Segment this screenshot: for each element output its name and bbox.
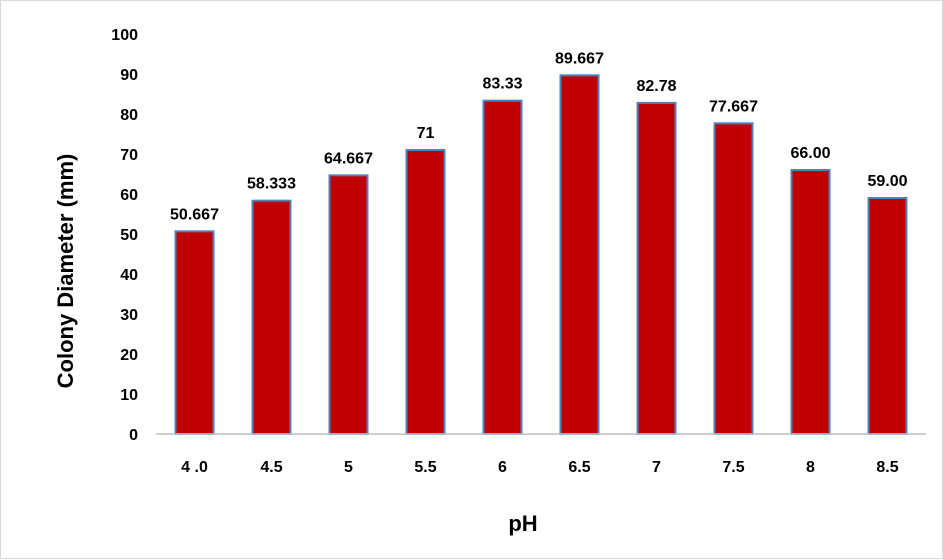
y-tick-label: 100 (111, 27, 138, 44)
bar-85 (867, 197, 908, 435)
x-axis-title: pH (508, 511, 537, 536)
x-tick-label: 6.5 (568, 459, 590, 476)
bar-5 (328, 174, 369, 435)
bar-45 (251, 199, 292, 435)
data-label: 71 (417, 125, 435, 142)
data-label: 83.33 (482, 76, 522, 93)
y-tick-label: 60 (120, 187, 138, 204)
y-tick-label: 70 (120, 147, 138, 164)
y-axis-title: Colony Diameter (mm) (53, 154, 78, 389)
y-tick-label: 50 (120, 227, 138, 244)
bar-40 (174, 230, 215, 435)
x-tick-label: 6 (498, 459, 507, 476)
y-tick-label: 30 (120, 307, 138, 324)
y-tick-label: 40 (120, 267, 138, 284)
data-label: 89.667 (555, 50, 604, 67)
x-tick-labels: 4 .0 4.5 5 5.5 6 6.5 7 7.5 8 8.5 (181, 459, 899, 476)
x-tick-label: 7 (652, 459, 661, 476)
x-tick-label: 5 (344, 459, 353, 476)
x-tick-label: 8 (806, 459, 815, 476)
y-tick-label: 10 (120, 387, 138, 404)
data-label: 64.667 (324, 150, 373, 167)
bar-8 (790, 169, 831, 435)
data-label: 66.00 (790, 145, 830, 162)
bar-6 (482, 99, 523, 436)
bar-7 (636, 101, 677, 435)
bar-75 (713, 122, 754, 435)
data-label: 50.667 (170, 206, 219, 223)
y-tick-label: 20 (120, 347, 138, 364)
x-tick-label: 4 .0 (181, 459, 208, 476)
x-tick-label: 7.5 (722, 459, 744, 476)
y-tick-label: 0 (129, 427, 138, 444)
data-labels: 50.667 58.333 64.667 71 83.33 89.667 82.78 77.6… (170, 50, 908, 223)
data-label: 82.78 (636, 78, 676, 95)
x-tick-label: 5.5 (414, 459, 436, 476)
y-tick-labels: 0 10 20 30 40 50 60 70 80 90 100 (111, 27, 138, 444)
y-tick-label: 90 (120, 67, 138, 84)
y-tick-label: 80 (120, 107, 138, 124)
x-tick-label: 8.5 (876, 459, 898, 476)
bars-layer (174, 74, 908, 436)
bar-55 (405, 149, 446, 435)
x-tick-label: 4.5 (260, 459, 282, 476)
data-label: 77.667 (709, 98, 758, 115)
bar-65 (559, 74, 600, 435)
data-label: 58.333 (247, 176, 296, 193)
data-label: 59.00 (867, 173, 907, 190)
